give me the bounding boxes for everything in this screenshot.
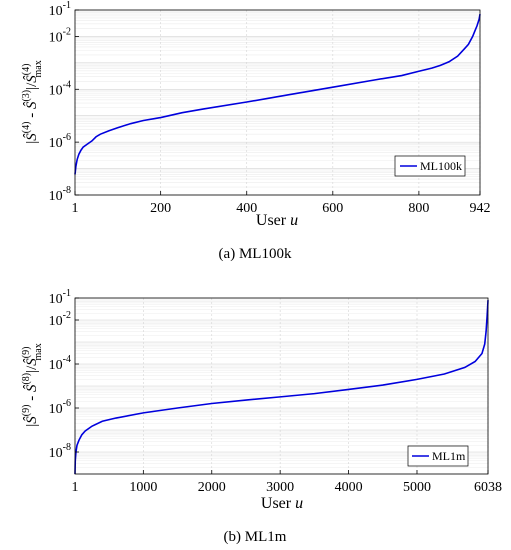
x-tick-label: 2000 xyxy=(198,480,226,495)
x-axis-label: User u xyxy=(256,212,298,229)
legend: ML1m xyxy=(407,445,469,467)
x-tick-label: 5000 xyxy=(403,480,431,495)
x-tick-label: 4000 xyxy=(335,480,363,495)
caption: (a) ML100k xyxy=(219,246,292,262)
caption: (b) ML1m xyxy=(224,529,287,545)
series-line-ml100k xyxy=(74,13,481,175)
grid xyxy=(74,298,489,475)
series-line-ml1m xyxy=(74,300,489,475)
x-tick-label: 1000 xyxy=(129,480,157,495)
y-tick-label: 10-1 xyxy=(49,0,71,19)
y-tick-label: 10-2 xyxy=(49,310,71,329)
legend-label: ML1m xyxy=(432,449,466,463)
chart-panel-ml100k: 1 200 400 600 800 942 10-8 10-6 10-4 10-2 10-1 Us… xyxy=(21,0,491,262)
plot-frame xyxy=(74,9,481,196)
x-tick-label: 1 xyxy=(72,201,79,216)
x-tick-label: 600 xyxy=(322,201,343,216)
y-tick-label: 10-6 xyxy=(49,132,71,151)
legend-label: ML100k xyxy=(420,159,462,173)
x-tick-label: 800 xyxy=(408,201,429,216)
y-tick-label: 10-1 xyxy=(49,288,71,307)
y-tick-label: 10-4 xyxy=(49,354,71,373)
x-tick-label: 3000 xyxy=(266,480,294,495)
y-tick-label: 10-8 xyxy=(49,185,71,204)
x-ticks: 1 1000 2000 3000 4000 5000 6038 xyxy=(72,470,502,495)
y-axis-label: |Ŝ(4) - Ŝ(3)|/Ŝ(4)max xyxy=(21,60,44,143)
x-axis-label: User u xyxy=(261,495,303,512)
y-ticks: 10-8 10-6 10-4 10-2 10-1 xyxy=(49,0,79,204)
x-tick-label: 942 xyxy=(470,201,491,216)
legend: ML100k xyxy=(394,155,466,177)
x-ticks: 1 200 400 600 800 942 xyxy=(72,191,491,216)
plot-frame xyxy=(74,297,489,475)
chart-panel-ml1m: 1 1000 2000 3000 4000 5000 6038 10-810-610-410… xyxy=(21,288,502,545)
x-tick-label: 200 xyxy=(150,201,171,216)
x-tick-label: 1 xyxy=(72,480,79,495)
x-tick-label: 400 xyxy=(236,201,257,216)
y-tick-label: 10-4 xyxy=(49,79,71,98)
y-axis-label: |Ŝ(9) - Ŝ(8)|/Ŝ(9)max xyxy=(21,343,44,426)
y-tick-label: 10-2 xyxy=(49,26,71,45)
y-tick-label: 10-6 xyxy=(49,398,71,417)
y-ticks: 10-8 10-6 10-4 10-2 10-1 xyxy=(49,288,79,461)
x-tick-label: 6038 xyxy=(474,480,502,495)
y-tick-label: 10-8 xyxy=(49,442,71,461)
